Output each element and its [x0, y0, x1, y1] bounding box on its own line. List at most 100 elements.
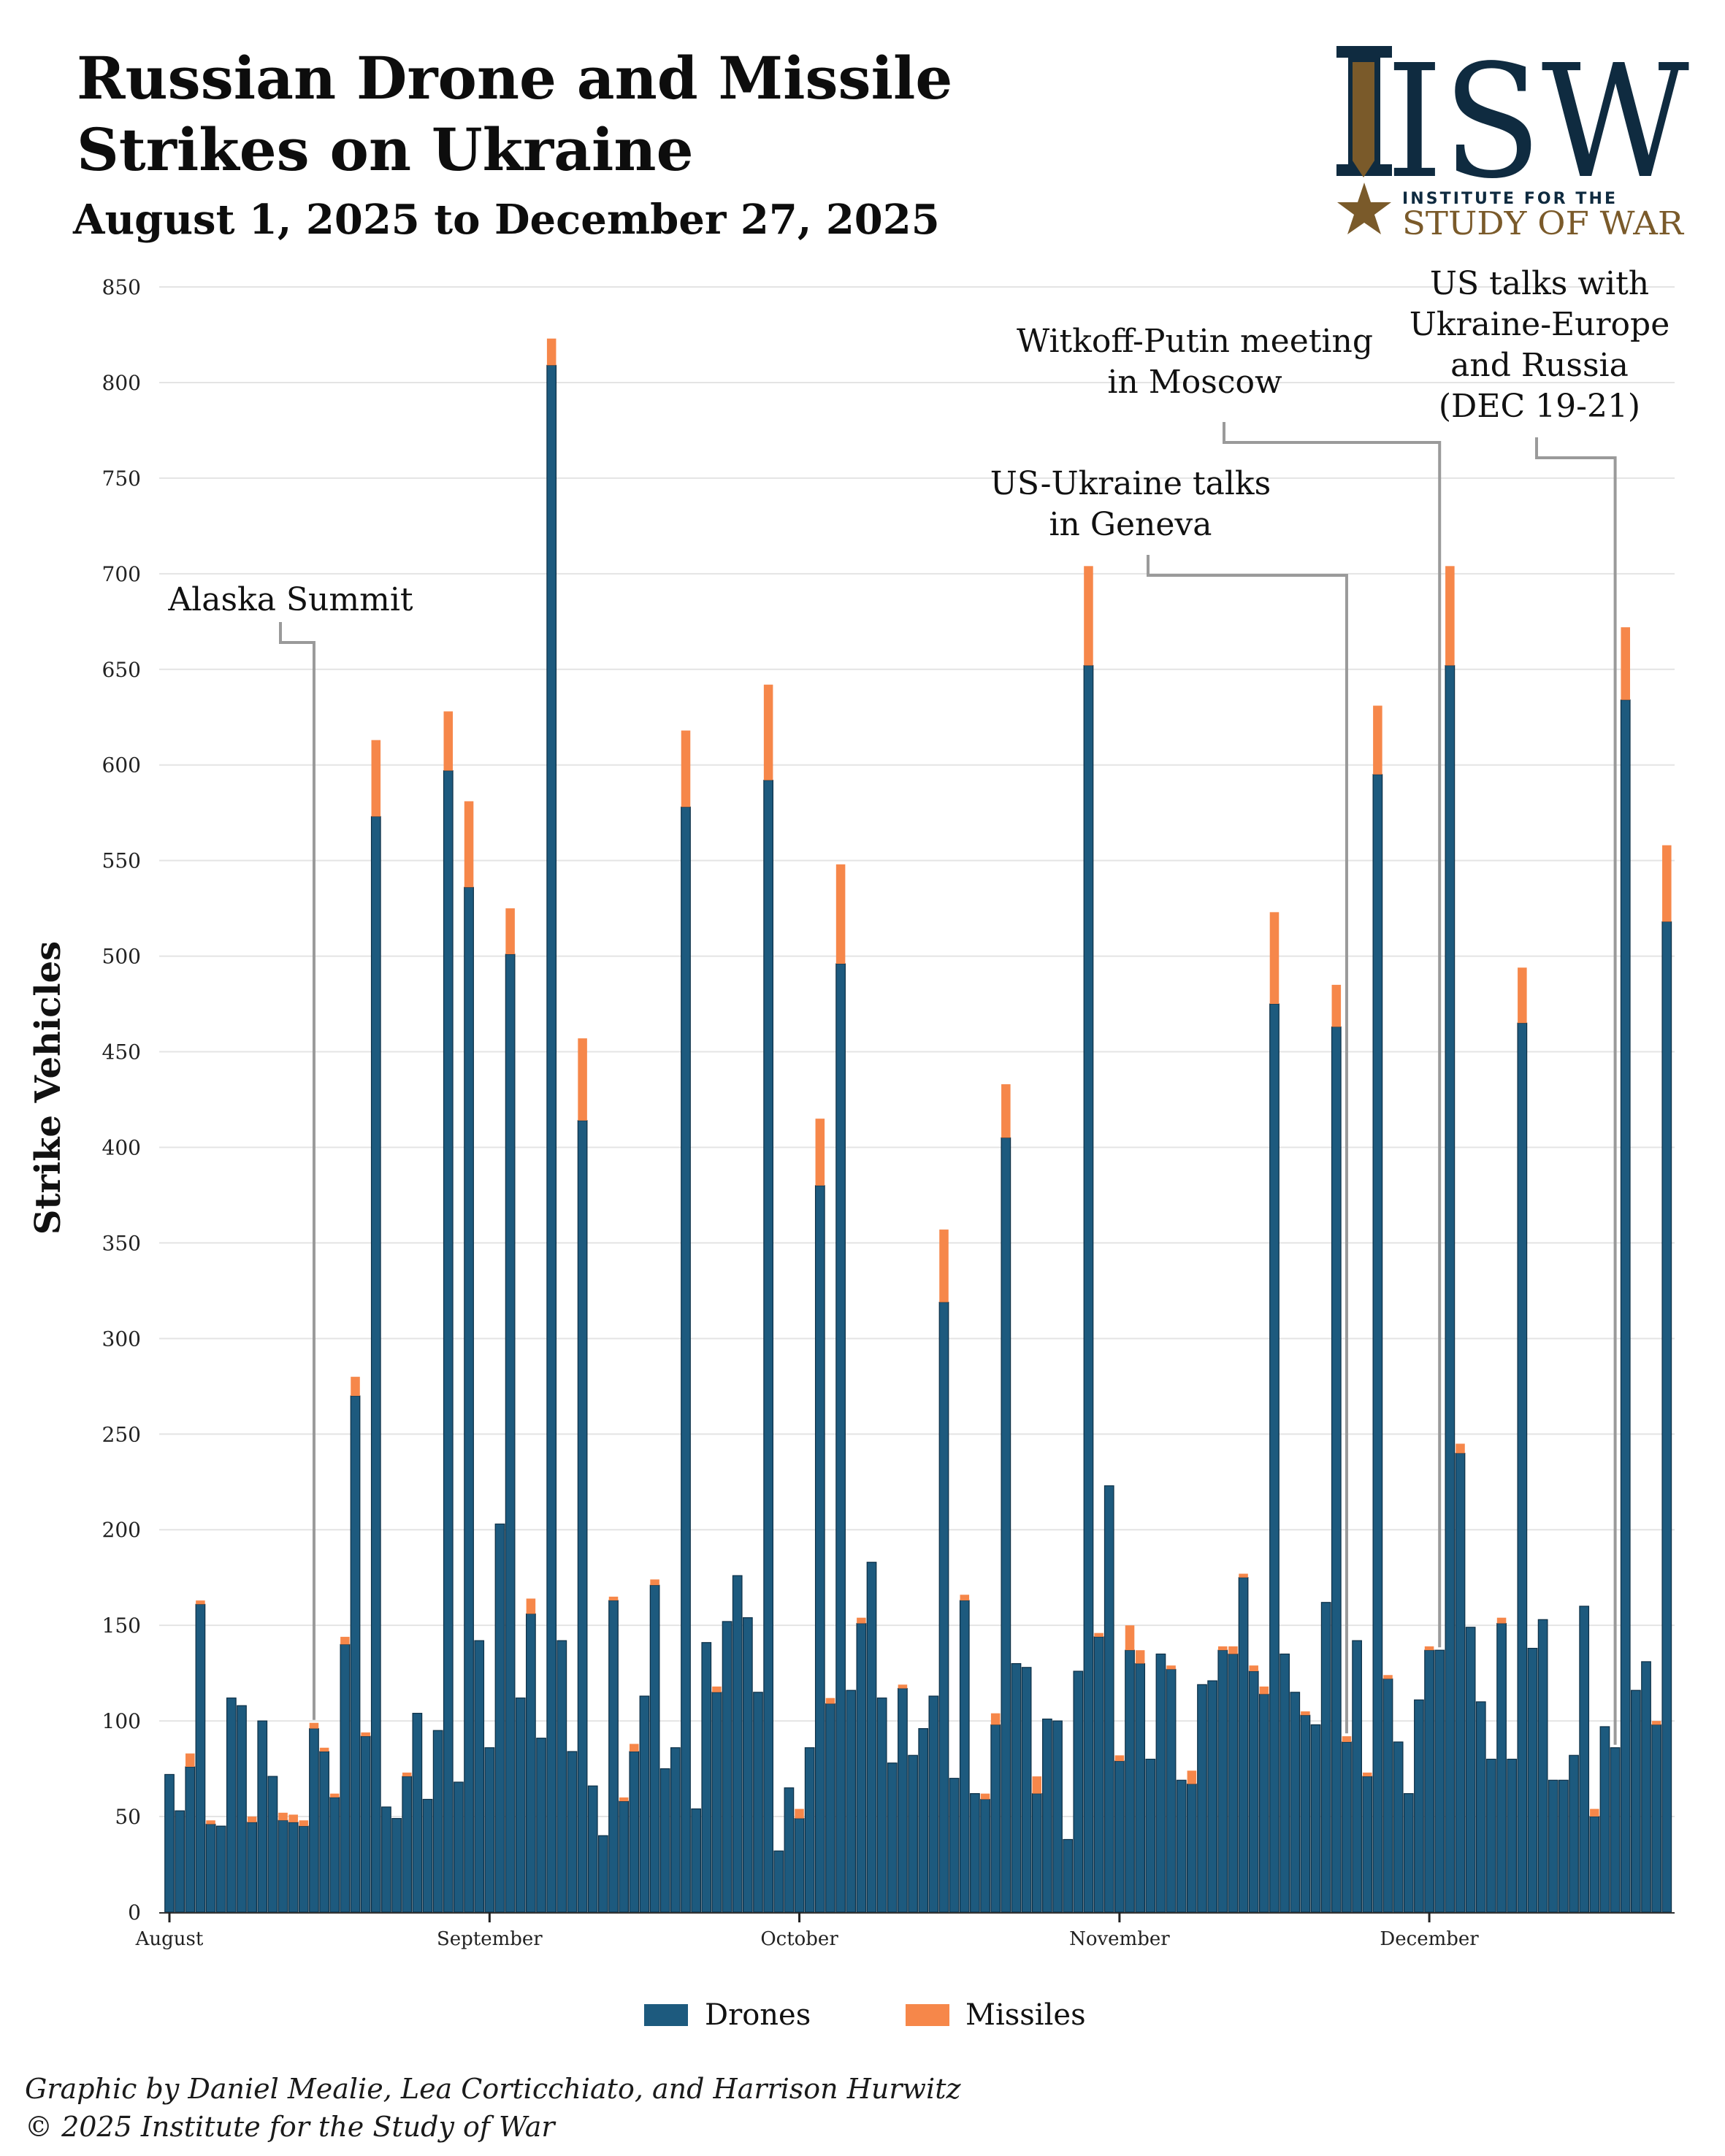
drone-bar — [1207, 1680, 1218, 1913]
missile-bar — [1383, 1675, 1393, 1679]
title-line-1: Russian Drone and Missile — [77, 44, 953, 112]
missile-bar — [319, 1747, 329, 1752]
missile-bar — [371, 740, 381, 817]
drone-bar — [546, 364, 557, 1913]
drone-bar — [205, 1823, 216, 1913]
missile-bar — [309, 1722, 319, 1729]
drone-bar — [391, 1818, 402, 1913]
legend: Drones Missiles — [644, 1998, 1086, 2032]
missile-bar — [898, 1684, 908, 1689]
logo-quill-icon — [1336, 46, 1392, 177]
drone-bar — [1475, 1701, 1486, 1913]
drone-bar — [898, 1687, 908, 1913]
drone-bar — [835, 963, 846, 1913]
annotation: US-Ukraine talks in Geneva — [990, 465, 1348, 1734]
drone-bar — [639, 1695, 650, 1913]
drone-bar — [1042, 1718, 1052, 1913]
missile-bar — [1662, 845, 1672, 922]
drone-bar — [494, 1523, 505, 1913]
drone-bar — [928, 1695, 939, 1913]
missile-bar — [1114, 1755, 1125, 1762]
missile-bar — [1135, 1650, 1145, 1664]
y-tick-label: 350 — [102, 1231, 141, 1255]
drone-bar — [1507, 1758, 1518, 1913]
annotation-leader — [1535, 437, 1617, 1745]
drone-bar — [1558, 1779, 1569, 1913]
missile-bar — [1001, 1084, 1011, 1138]
drone-bar — [329, 1797, 340, 1913]
drone-bar — [1031, 1793, 1042, 1913]
drone-bar — [185, 1766, 196, 1913]
drone-bar — [691, 1808, 702, 1913]
drone-bar — [856, 1622, 867, 1913]
drone-bar — [1258, 1693, 1269, 1913]
drone-bar — [794, 1818, 805, 1913]
y-tick-label: 250 — [102, 1422, 141, 1446]
drone-bar — [1382, 1678, 1393, 1913]
y-axis-label: Strike Vehicles — [28, 941, 69, 1235]
drone-bar — [825, 1703, 835, 1913]
missile-bar — [288, 1814, 298, 1822]
drone-bar — [866, 1562, 877, 1913]
drone-bar — [247, 1822, 257, 1913]
drone-bar — [1073, 1670, 1084, 1913]
missile-bar — [815, 1119, 825, 1186]
x-tick-label: December — [1380, 1928, 1479, 1950]
drone-bar — [195, 1603, 206, 1913]
drone-bar — [350, 1395, 361, 1913]
drone-bar — [732, 1575, 743, 1913]
drone-bar — [1517, 1022, 1528, 1913]
drone-bar — [1465, 1627, 1476, 1913]
drone-bar — [1217, 1649, 1228, 1913]
y-tick-label: 550 — [102, 849, 141, 873]
missile-bar — [1228, 1646, 1238, 1654]
missile-bar — [351, 1376, 360, 1396]
missile-bar — [546, 338, 556, 366]
missile-bar — [1218, 1646, 1228, 1651]
y-tick-label: 0 — [128, 1900, 141, 1925]
missile-bar — [361, 1732, 370, 1737]
drone-bar — [1589, 1816, 1600, 1913]
missile-bar — [1249, 1665, 1258, 1672]
drone-bar — [1651, 1724, 1662, 1913]
drone-bar — [164, 1773, 175, 1913]
drone-bar — [288, 1822, 299, 1913]
legend-swatch — [906, 2004, 949, 2026]
missile-bar — [1032, 1776, 1042, 1794]
annotation: US talks with Ukraine-Europe and Russia (DE… — [1410, 265, 1669, 1745]
drone-bar — [175, 1810, 185, 1913]
missile-bar — [939, 1229, 949, 1303]
logo-line-2: STUDY OF WAR — [1402, 205, 1685, 242]
y-tick-label: 750 — [102, 467, 141, 491]
drone-bar — [515, 1697, 526, 1913]
missile-bar — [650, 1579, 659, 1586]
drone-bar — [464, 886, 474, 1913]
credits-line-1: Graphic by Daniel Mealie, Lea Corticchia… — [25, 2073, 961, 2105]
chart-title: Russian Drone and Missile Strikes on Ukr… — [77, 42, 1172, 185]
drone-bar — [484, 1747, 495, 1913]
bars — [164, 338, 1672, 1913]
drone-bar — [659, 1768, 670, 1913]
missile-bar — [1651, 1721, 1661, 1725]
drone-bar — [1083, 664, 1094, 1913]
missile-bar — [443, 711, 454, 771]
legend-label: Drones — [705, 1998, 811, 2032]
missile-bar — [1362, 1772, 1372, 1777]
drone-bar — [1527, 1648, 1538, 1913]
missile-bar — [608, 1596, 619, 1601]
drone-bar — [1197, 1684, 1207, 1913]
drone-bar — [556, 1640, 567, 1913]
drone-bar — [1661, 921, 1672, 1913]
missile-bar — [980, 1793, 990, 1800]
drone-bar — [309, 1727, 319, 1913]
x-tick-label: September — [437, 1928, 543, 1950]
missile-bar — [1621, 627, 1631, 700]
annotation-text: Witkoff-Putin meeting — [1017, 323, 1373, 360]
y-tick-label: 150 — [102, 1614, 141, 1638]
missile-bar — [1456, 1443, 1465, 1454]
drone-bar — [938, 1301, 949, 1913]
y-tick-label: 100 — [102, 1709, 141, 1733]
drone-bar — [505, 954, 516, 1913]
y-tick-label: 700 — [102, 562, 141, 586]
